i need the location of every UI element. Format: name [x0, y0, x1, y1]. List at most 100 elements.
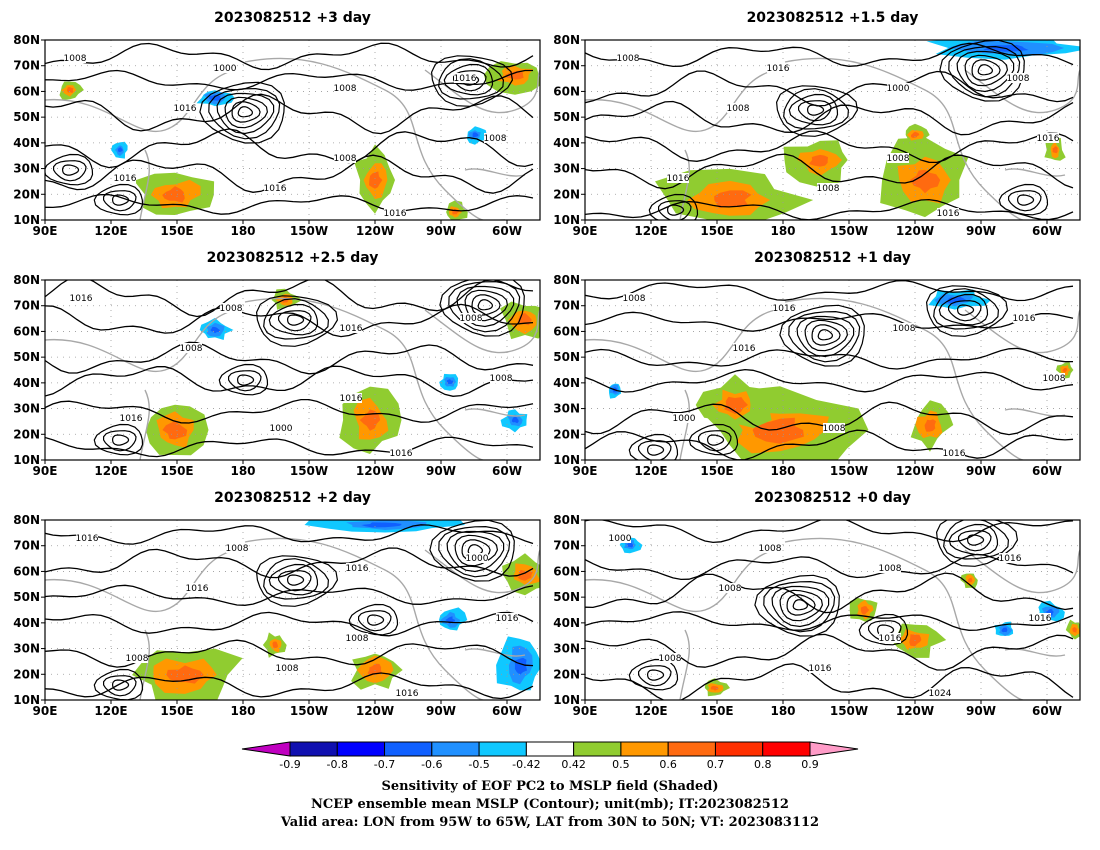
contour-label-bg: [929, 688, 951, 698]
x-tick-label: 120W: [356, 224, 394, 238]
sensitivity-area: [208, 94, 221, 101]
contour-label: 1016: [120, 414, 143, 424]
y-tick-label: 30N: [553, 402, 580, 416]
isobar: [1008, 190, 1042, 212]
colorbar: -0.9 -0.8 -0.7 -0.6 -0.5 -0.42 0.42 0.5 0.6 0.7 0.…: [241, 741, 859, 771]
isobar: [464, 289, 509, 322]
x-tick-label: 180: [770, 224, 795, 238]
isobar: [998, 183, 1049, 216]
isobar: [804, 319, 849, 352]
contour-label: 1016: [943, 449, 966, 459]
x-tick-label: 90W: [426, 704, 456, 718]
colorbar-label: -0.6: [421, 758, 442, 771]
isobar: [585, 198, 1074, 220]
colorbar-label: 0.7: [707, 758, 725, 771]
panel-frame: [44, 39, 541, 221]
sensitivity-area: [517, 569, 533, 581]
sensitivity-area: [445, 616, 456, 625]
contour-label-bg: [496, 613, 518, 623]
coastline: [585, 549, 776, 613]
isobar: [443, 63, 494, 96]
map-panel: 2023082512 +1.5 day100810161000100810161…: [553, 10, 1081, 238]
colorbar-arrow-low: [241, 741, 291, 757]
contour-label: 1016: [76, 534, 99, 544]
sensitivity-area: [514, 657, 527, 675]
colorbar-label: 0.8: [754, 758, 772, 771]
x-tick-label: 180: [230, 704, 255, 718]
coastline: [964, 69, 1080, 114]
contour-label: 1016: [454, 74, 477, 84]
colorbar-segment: [431, 741, 480, 757]
contour-label-bg: [466, 553, 488, 563]
colorbar-label: 0.5: [612, 758, 630, 771]
panel-title: 2023082512 +0 day: [754, 490, 911, 506]
contour-label-bg: [1043, 373, 1065, 383]
isobar: [585, 611, 1074, 631]
isobar: [45, 436, 534, 458]
x-tick-label: 90E: [33, 224, 58, 238]
x-tick-label: 90E: [573, 704, 598, 718]
isobar: [958, 530, 992, 552]
y-tick-label: 70N: [13, 59, 40, 73]
isobar: [446, 530, 505, 573]
contour-label: 1016: [667, 174, 690, 184]
x-tick-label: 150W: [290, 224, 328, 238]
y-tick-label: 70N: [13, 539, 40, 553]
contour-label: 1016: [733, 344, 756, 354]
contour-label: 1000: [466, 554, 489, 564]
x-tick-label: 150W: [830, 224, 868, 238]
contour-label: 1008: [659, 654, 682, 664]
isobar: [199, 81, 285, 144]
isobar: [775, 85, 859, 137]
contour-label-bg: [270, 423, 292, 433]
y-tick-label: 20N: [13, 187, 40, 201]
coastline: [244, 537, 505, 700]
isobar: [231, 101, 261, 123]
isobar: [779, 589, 824, 622]
isobar: [45, 153, 94, 186]
y-tick-label: 40N: [553, 616, 580, 630]
contour-label: 1008: [623, 294, 646, 304]
contour-label-bg: [70, 293, 92, 303]
panel-title: 2023082512 +2 day: [214, 490, 371, 506]
isobar: [45, 547, 534, 579]
isobar: [763, 580, 836, 633]
isobar: [935, 520, 1019, 567]
isobar: [688, 423, 739, 456]
contour-label-bg: [719, 583, 741, 593]
x-tick-label: 150W: [830, 464, 868, 478]
y-tick-label: 70N: [13, 299, 40, 313]
x-tick-label: 60W: [492, 224, 522, 238]
isobar: [268, 563, 319, 596]
y-tick-label: 60N: [553, 84, 580, 98]
y-tick-label: 80N: [13, 273, 40, 287]
y-tick-label: 10N: [553, 453, 580, 467]
x-tick-label: 90E: [573, 464, 598, 478]
coastline: [45, 309, 236, 373]
y-tick-label: 40N: [13, 376, 40, 390]
coastline: [139, 389, 150, 460]
panel-frame: [44, 279, 541, 461]
isobar: [430, 55, 514, 107]
isobar: [964, 54, 1009, 87]
map-panels: 2023082512 +3 day 1008 1000 1008 1016 1016 101…: [13, 10, 1081, 718]
contour-label-bg: [390, 448, 412, 458]
contour-label-bg: [1029, 613, 1051, 623]
contour-label: 1016: [340, 394, 363, 404]
contour-label-bg: [220, 303, 242, 313]
isobar: [224, 96, 269, 129]
isobar: [771, 585, 830, 628]
contour-label-bg: [943, 448, 965, 458]
panel-frame: [44, 519, 541, 701]
colorbar-label: -0.9: [279, 758, 300, 771]
contour-label: 1016: [879, 634, 902, 644]
contour-label-bg: [817, 183, 839, 193]
isobar: [439, 280, 525, 337]
isobar: [966, 534, 985, 546]
isobar: [456, 285, 515, 328]
y-tick-label: 30N: [13, 642, 40, 656]
contour-label: 1008: [484, 134, 507, 144]
y-tick-label: 20N: [13, 427, 40, 441]
isobar: [45, 611, 534, 637]
isobar: [103, 430, 137, 452]
